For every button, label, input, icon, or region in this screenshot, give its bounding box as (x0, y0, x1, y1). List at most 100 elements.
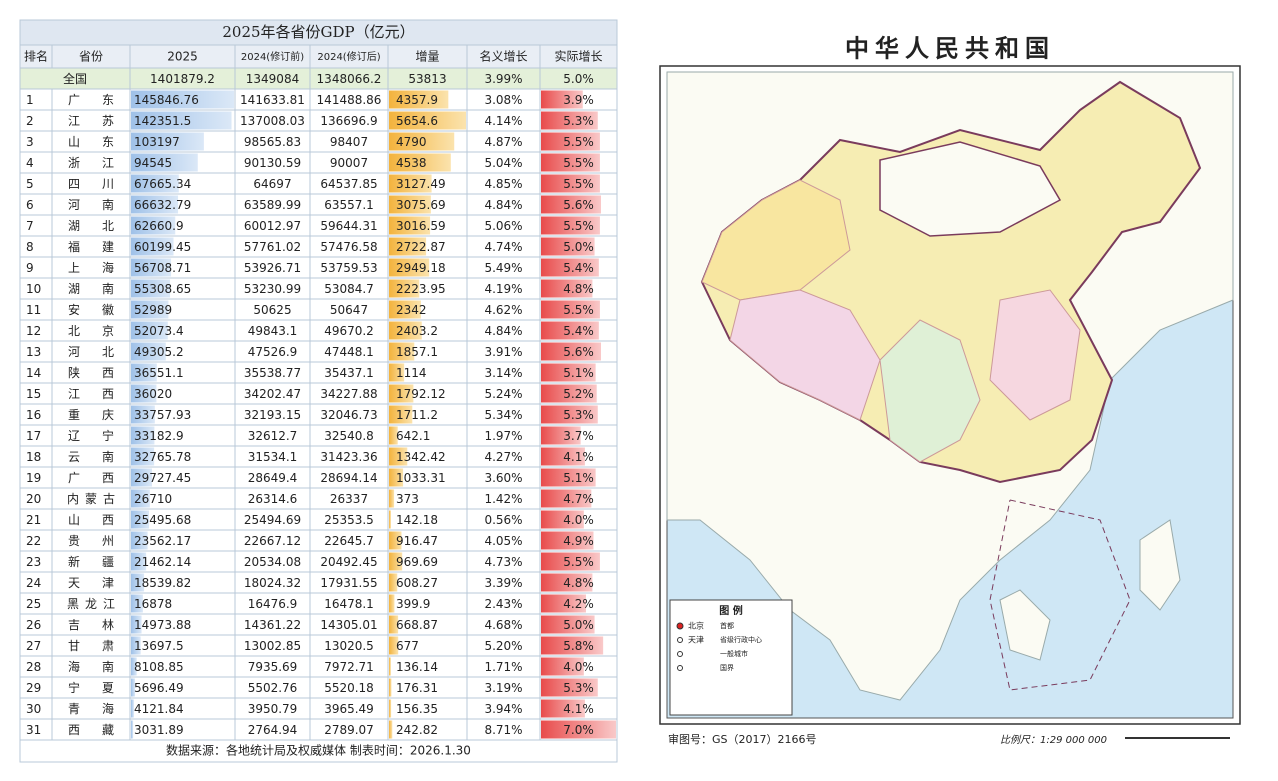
table-cell: 50625 (253, 303, 291, 317)
data-bar (131, 468, 152, 487)
table-cell: 4.0% (563, 660, 594, 674)
legend-box (669, 599, 793, 716)
table-cell: 3.91% (484, 345, 522, 359)
province-name: 陕西 (68, 365, 136, 380)
header-text: 2025 (167, 50, 198, 64)
table-cell: 136.14 (396, 660, 438, 674)
title-cell (19, 19, 618, 46)
data-bar (541, 342, 601, 361)
table-cell: 16476.9 (248, 597, 298, 611)
table-cell: 5.5% (563, 177, 594, 191)
province-name: 江西 (68, 387, 136, 401)
table-cell: 137008.03 (240, 114, 305, 128)
table-cell: 13002.85 (244, 639, 301, 653)
data-bar (541, 90, 583, 109)
table-cell: 916.47 (396, 534, 438, 548)
table-cell: 4538 (396, 156, 427, 170)
table-cell: 27 (26, 639, 41, 653)
table-cell: 3.19% (484, 681, 522, 695)
table-cell: 4.8% (563, 576, 594, 590)
data-bar (389, 132, 455, 151)
data-bar (131, 384, 157, 403)
table-cell: 5.24% (484, 387, 522, 401)
data-bar (131, 132, 204, 151)
province-name: 北京 (68, 324, 136, 338)
table-cell: 5.6% (563, 198, 594, 212)
table-cell: 18 (26, 450, 41, 464)
scale: 比例尺：1:29 000 000 (1000, 734, 1107, 746)
header-text: 排名 (24, 49, 48, 64)
table-cell: 49670.2 (324, 324, 374, 338)
table-cell: 3127.49 (396, 177, 446, 191)
data-bar (541, 153, 600, 172)
data-bar (389, 237, 427, 256)
table-cell: 5.5% (563, 555, 594, 569)
table-cell: 5.4% (563, 261, 594, 275)
table-cell: 5.5% (563, 135, 594, 149)
table-cell: 26710 (134, 492, 172, 506)
table-cell: 25353.5 (324, 513, 374, 527)
table-cell: 5.6% (563, 345, 594, 359)
table-cell: 16878 (134, 597, 172, 611)
data-bar (389, 615, 399, 634)
data-bar (389, 384, 414, 403)
data-bar (389, 594, 395, 613)
table-cell: 14305.01 (320, 618, 377, 632)
table-cell: 1792.12 (396, 387, 446, 401)
table-cell: 11 (26, 303, 41, 317)
table-cell: 8108.85 (134, 660, 184, 674)
table-cell: 16478.1 (324, 597, 374, 611)
table-cell: 0.56% (484, 513, 522, 527)
data-bar (389, 174, 432, 193)
header-text: 2024(修订后) (317, 50, 380, 63)
data-bar (131, 510, 150, 529)
table-cell: 3016.59 (396, 219, 446, 233)
table-cell: 5.3% (563, 408, 594, 422)
table-cell: 32765.78 (134, 450, 191, 464)
table-cell: 52073.4 (134, 324, 184, 338)
table-cell: 5520.18 (324, 681, 374, 695)
province-name: 山西 (68, 513, 136, 527)
table-cell: 4.9% (563, 534, 594, 548)
table-cell: 28694.14 (320, 471, 377, 485)
table-cell: 5.34% (484, 408, 522, 422)
data-bar (541, 321, 599, 340)
data-bar (131, 237, 174, 256)
national-cell: 1349084 (246, 72, 299, 86)
province-name: 湖南 (68, 281, 136, 296)
table-cell: 3.14% (484, 366, 522, 380)
table-cell: 33182.9 (134, 429, 184, 443)
province-name: 海南 (68, 659, 136, 674)
data-bar (131, 573, 145, 592)
table-cell: 1033.31 (396, 471, 446, 485)
data-bar (541, 552, 600, 571)
data-bar (541, 111, 598, 130)
data-bar (541, 447, 585, 466)
table-cell: 1.42% (484, 492, 522, 506)
legend-symbol (676, 622, 684, 630)
table-cell: 17931.55 (320, 576, 377, 590)
table-cell: 35437.1 (324, 366, 374, 380)
table-cell: 23562.17 (134, 534, 191, 548)
table-cell: 53230.99 (244, 282, 301, 296)
table-cell: 3075.69 (396, 198, 446, 212)
table-cell: 49843.1 (248, 324, 298, 338)
data-bar (389, 363, 405, 382)
table-cell: 20 (26, 492, 41, 506)
province-name: 河北 (68, 345, 136, 359)
legend-label: 北京 (688, 621, 704, 631)
data-bar (389, 426, 398, 445)
data-bar (389, 300, 421, 319)
table-cell: 3950.79 (248, 702, 298, 716)
table-cell: 4.27% (484, 450, 522, 464)
table-cell: 35538.77 (244, 366, 301, 380)
table-cell: 5502.76 (248, 681, 298, 695)
table-cell: 20492.45 (320, 555, 377, 569)
national-cell: 5.0% (563, 72, 594, 86)
boundary (989, 499, 1131, 691)
table-cell: 4.84% (484, 198, 522, 212)
legend-label: 天津 (688, 635, 704, 645)
table-cell: 5.3% (563, 681, 594, 695)
legend-desc: 首都 (720, 621, 734, 630)
table-cell: 23 (26, 555, 41, 569)
